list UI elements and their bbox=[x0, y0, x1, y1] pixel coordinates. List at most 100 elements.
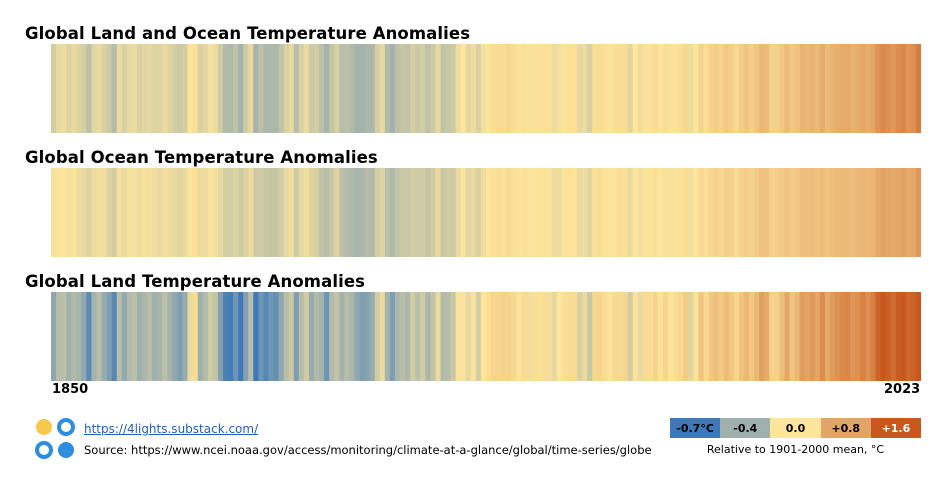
stripe-1925 bbox=[430, 44, 437, 133]
stripe-2018 bbox=[900, 168, 907, 257]
stripe-1990 bbox=[759, 292, 765, 381]
stripe-1939 bbox=[501, 292, 507, 381]
stripe-1974 bbox=[678, 168, 684, 257]
stripe-1898 bbox=[293, 292, 300, 381]
stripe-1917 bbox=[389, 292, 396, 381]
stripe-1993 bbox=[774, 44, 780, 133]
stripe-2006 bbox=[840, 168, 846, 257]
stripe-1920 bbox=[405, 292, 411, 381]
stripe-1857 bbox=[86, 44, 93, 133]
stripe-1921 bbox=[410, 292, 416, 381]
legend-swatch-zero: 0.0 bbox=[770, 418, 821, 438]
stripe-1866 bbox=[131, 44, 138, 133]
stripe-1998 bbox=[799, 168, 806, 257]
stripe-1905 bbox=[329, 44, 335, 133]
stripe-1923 bbox=[420, 44, 426, 133]
stripe-1924 bbox=[425, 44, 431, 133]
stripe-1861 bbox=[106, 168, 113, 257]
stripe-1935 bbox=[480, 168, 487, 257]
stripe-1986 bbox=[738, 44, 745, 133]
stripe-1962 bbox=[617, 292, 624, 381]
stripe-1850 bbox=[51, 168, 57, 257]
stripe-1926 bbox=[435, 292, 442, 381]
logo-ring-bottom-left bbox=[35, 441, 53, 459]
stripe-1909 bbox=[349, 168, 356, 257]
stripe-1852 bbox=[61, 168, 67, 257]
stripe-1943 bbox=[521, 168, 528, 257]
stripe-1892 bbox=[263, 292, 270, 381]
stripe-1981 bbox=[713, 292, 720, 381]
stripe-2002 bbox=[819, 168, 826, 257]
stripe-1881 bbox=[207, 292, 214, 381]
stripe-1984 bbox=[728, 44, 735, 133]
stripe-1901 bbox=[308, 292, 315, 381]
stripe-1955 bbox=[582, 292, 588, 381]
stripe-1851 bbox=[56, 168, 62, 257]
stripe-2017 bbox=[895, 292, 902, 381]
legend-swatch-minus-0-4: -0.4 bbox=[720, 418, 771, 438]
stripe-1958 bbox=[597, 44, 603, 133]
stripe-1875 bbox=[177, 292, 184, 381]
stripe-1911 bbox=[359, 168, 366, 257]
stripe-1910 bbox=[354, 292, 361, 381]
stripe-1986 bbox=[738, 292, 745, 381]
stripe-1975 bbox=[683, 292, 689, 381]
stripe-1913 bbox=[369, 292, 376, 381]
stripe-2003 bbox=[824, 168, 831, 257]
substack-link[interactable]: https://4lights.substack.com/ bbox=[84, 422, 259, 436]
stripe-1901 bbox=[308, 168, 315, 257]
stripe-1853 bbox=[66, 168, 72, 257]
stripe-1850 bbox=[51, 292, 57, 381]
stripe-1956 bbox=[587, 44, 593, 133]
stripe-1856 bbox=[81, 292, 88, 381]
x-axis-end-label: 2023 bbox=[884, 382, 921, 397]
stripe-1908 bbox=[344, 292, 351, 381]
stripe-1893 bbox=[268, 168, 275, 257]
stripe-1938 bbox=[496, 168, 502, 257]
stripe-1910 bbox=[354, 168, 361, 257]
stripe-1892 bbox=[263, 168, 270, 257]
stripe-1899 bbox=[298, 292, 305, 381]
stripe-1946 bbox=[536, 168, 543, 257]
stripe-1898 bbox=[293, 44, 300, 133]
stripe-1977 bbox=[693, 292, 700, 381]
stripe-1931 bbox=[460, 292, 467, 381]
stripe-1902 bbox=[314, 44, 320, 133]
stripe-1858 bbox=[91, 292, 98, 381]
stripe-1991 bbox=[764, 168, 770, 257]
stripe-1862 bbox=[111, 168, 118, 257]
stripe-1875 bbox=[177, 168, 184, 257]
stripe-1922 bbox=[415, 168, 421, 257]
stripe-1940 bbox=[506, 168, 512, 257]
stripe-1953 bbox=[571, 44, 578, 133]
stripe-1979 bbox=[703, 44, 710, 133]
stripe-2017 bbox=[895, 168, 902, 257]
stripe-1926 bbox=[435, 44, 442, 133]
stripe-1897 bbox=[288, 44, 295, 133]
stripe-1889 bbox=[248, 168, 254, 257]
stripe-1968 bbox=[647, 44, 654, 133]
stripe-1987 bbox=[743, 44, 750, 133]
stripe-1896 bbox=[283, 44, 290, 133]
stripe-1989 bbox=[754, 168, 760, 257]
stripe-1973 bbox=[673, 168, 679, 257]
stripe-1903 bbox=[319, 44, 325, 133]
stripe-1956 bbox=[587, 292, 593, 381]
stripe-1941 bbox=[511, 292, 517, 381]
stripe-1948 bbox=[546, 168, 553, 257]
stripe-1989 bbox=[754, 44, 760, 133]
stripe-1857 bbox=[86, 292, 93, 381]
stripe-1918 bbox=[394, 168, 401, 257]
stripe-1942 bbox=[516, 292, 523, 381]
stripe-1987 bbox=[743, 292, 750, 381]
stripe-1997 bbox=[794, 292, 801, 381]
stripe-1954 bbox=[577, 168, 583, 257]
stripe-1927 bbox=[440, 168, 447, 257]
stripe-1970 bbox=[657, 168, 664, 257]
stripe-1952 bbox=[566, 168, 573, 257]
stripe-1922 bbox=[415, 44, 421, 133]
stripe-1933 bbox=[470, 168, 477, 257]
stripe-1934 bbox=[475, 44, 482, 133]
stripe-1952 bbox=[566, 44, 573, 133]
stripe-1887 bbox=[238, 44, 244, 133]
